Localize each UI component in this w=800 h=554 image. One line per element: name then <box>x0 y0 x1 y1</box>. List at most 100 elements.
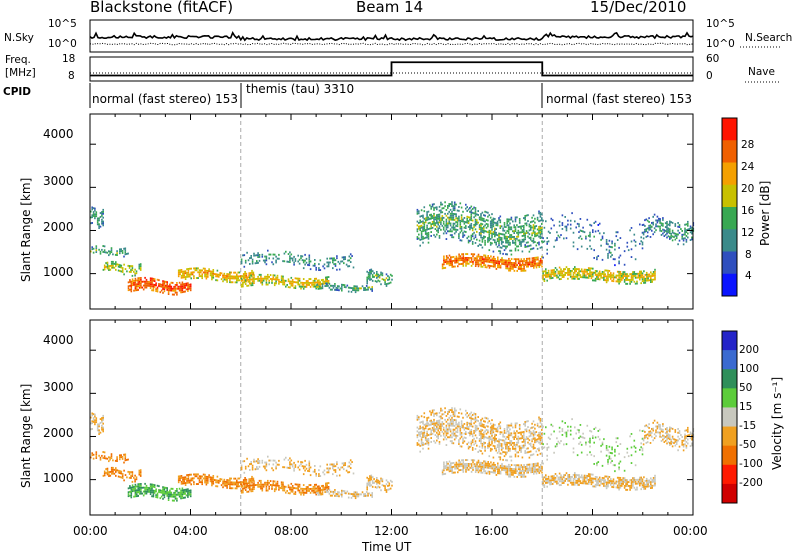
scatter-cell <box>603 232 605 235</box>
scatter-cell <box>183 496 185 499</box>
scatter-cell <box>537 256 539 259</box>
scatter-cell <box>249 272 252 274</box>
scatter-cell <box>645 273 648 276</box>
scatter-cell <box>137 289 139 291</box>
scatter-cell <box>492 217 495 220</box>
scatter-cell <box>483 424 485 426</box>
scatter-cell <box>561 222 564 224</box>
scatter-cell <box>558 224 561 227</box>
scatter-cell <box>472 255 474 258</box>
scatter-cell <box>144 488 146 491</box>
scatter-cell <box>336 257 338 260</box>
scatter-cell <box>474 265 477 267</box>
scatter-cell <box>108 475 110 477</box>
scatter-cell <box>483 225 485 228</box>
scatter-cell <box>418 428 420 430</box>
scatter-cell <box>532 231 535 234</box>
scatter-cell <box>480 450 482 452</box>
scatter-cell <box>275 259 277 262</box>
scatter-cell <box>275 280 277 283</box>
scatter-cell <box>440 427 442 430</box>
scatter-cell <box>470 234 473 237</box>
scatter-cell <box>367 277 370 280</box>
scatter-cell <box>138 487 141 489</box>
scatter-cell <box>505 267 507 270</box>
scatter-cell <box>140 282 142 285</box>
scatter-cell <box>136 485 138 488</box>
scatter-cell <box>289 463 291 466</box>
scatter-cell <box>443 461 445 464</box>
scatter-cell <box>426 232 428 235</box>
scatter-cell <box>691 226 693 229</box>
scatter-cell <box>265 483 268 486</box>
scatter-cell <box>476 255 478 258</box>
scatter-cell <box>506 241 508 244</box>
scatter-cell <box>128 473 131 475</box>
scatter-cell <box>424 423 427 426</box>
scatter-cell <box>481 452 484 455</box>
scatter-cell <box>539 441 542 444</box>
scatter-cell <box>189 473 191 476</box>
scatter-cell <box>545 272 547 274</box>
scatter-cell <box>563 237 565 240</box>
scatter-cell <box>468 257 470 259</box>
scatter-cell <box>474 220 477 223</box>
scatter-cell <box>322 280 324 283</box>
scatter-cell <box>451 214 453 217</box>
scatter-cell <box>155 288 157 291</box>
scatter-cell <box>508 267 510 270</box>
scatter-cell <box>539 227 542 230</box>
scatter-cell <box>478 424 481 427</box>
scatter-cell <box>448 422 450 425</box>
scatter-cell <box>506 436 508 438</box>
scatter-cell <box>650 275 652 278</box>
scatter-cell <box>636 272 638 275</box>
scatter-cell <box>483 218 485 220</box>
scatter-cell <box>541 261 543 264</box>
scatter-cell <box>236 481 238 484</box>
scatter-cell <box>471 208 474 210</box>
scatter-cell <box>110 470 113 473</box>
scatter-cell <box>538 264 541 266</box>
scatter-cell <box>614 258 616 261</box>
scatter-cell <box>523 225 525 227</box>
scatter-cell <box>257 254 259 257</box>
scatter-cell <box>480 261 482 264</box>
scatter-cell <box>474 469 477 472</box>
scatter-cell <box>246 485 248 487</box>
scatter-cell <box>336 495 339 497</box>
scatter-cell <box>177 287 179 290</box>
scatter-cell <box>438 217 441 220</box>
scatter-cell <box>257 460 259 463</box>
scatter-cell <box>440 203 442 206</box>
scatter-cell <box>211 276 213 279</box>
scatter-cell <box>240 489 243 492</box>
scatter-cell <box>619 254 622 257</box>
scatter-cell <box>452 442 455 445</box>
scatter-cell <box>649 236 652 238</box>
scatter-cell <box>453 222 456 225</box>
scatter-cell <box>442 434 445 437</box>
scatter-cell <box>449 418 452 421</box>
scatter-cell <box>328 286 331 289</box>
scatter-cell <box>454 465 456 468</box>
scatter-cell <box>524 269 527 272</box>
scatter-cell <box>326 278 328 281</box>
scatter-cell <box>568 273 571 276</box>
scatter-cell <box>512 267 514 270</box>
scatter-cell <box>503 429 506 432</box>
scatter-cell <box>328 492 331 495</box>
scatter-cell <box>505 245 507 248</box>
scatter-cell <box>453 413 456 416</box>
scatter-cell <box>437 221 439 224</box>
scatter-cell <box>666 226 668 229</box>
scatter-cell <box>129 487 131 489</box>
scatter-cell <box>240 283 243 286</box>
scatter-cell <box>142 288 145 291</box>
scatter-cell <box>691 232 693 235</box>
scatter-cell <box>525 224 528 227</box>
scatter-cell <box>491 228 493 231</box>
scatter-cell <box>297 277 299 280</box>
scatter-cell <box>509 241 511 244</box>
scatter-cell <box>377 481 379 484</box>
